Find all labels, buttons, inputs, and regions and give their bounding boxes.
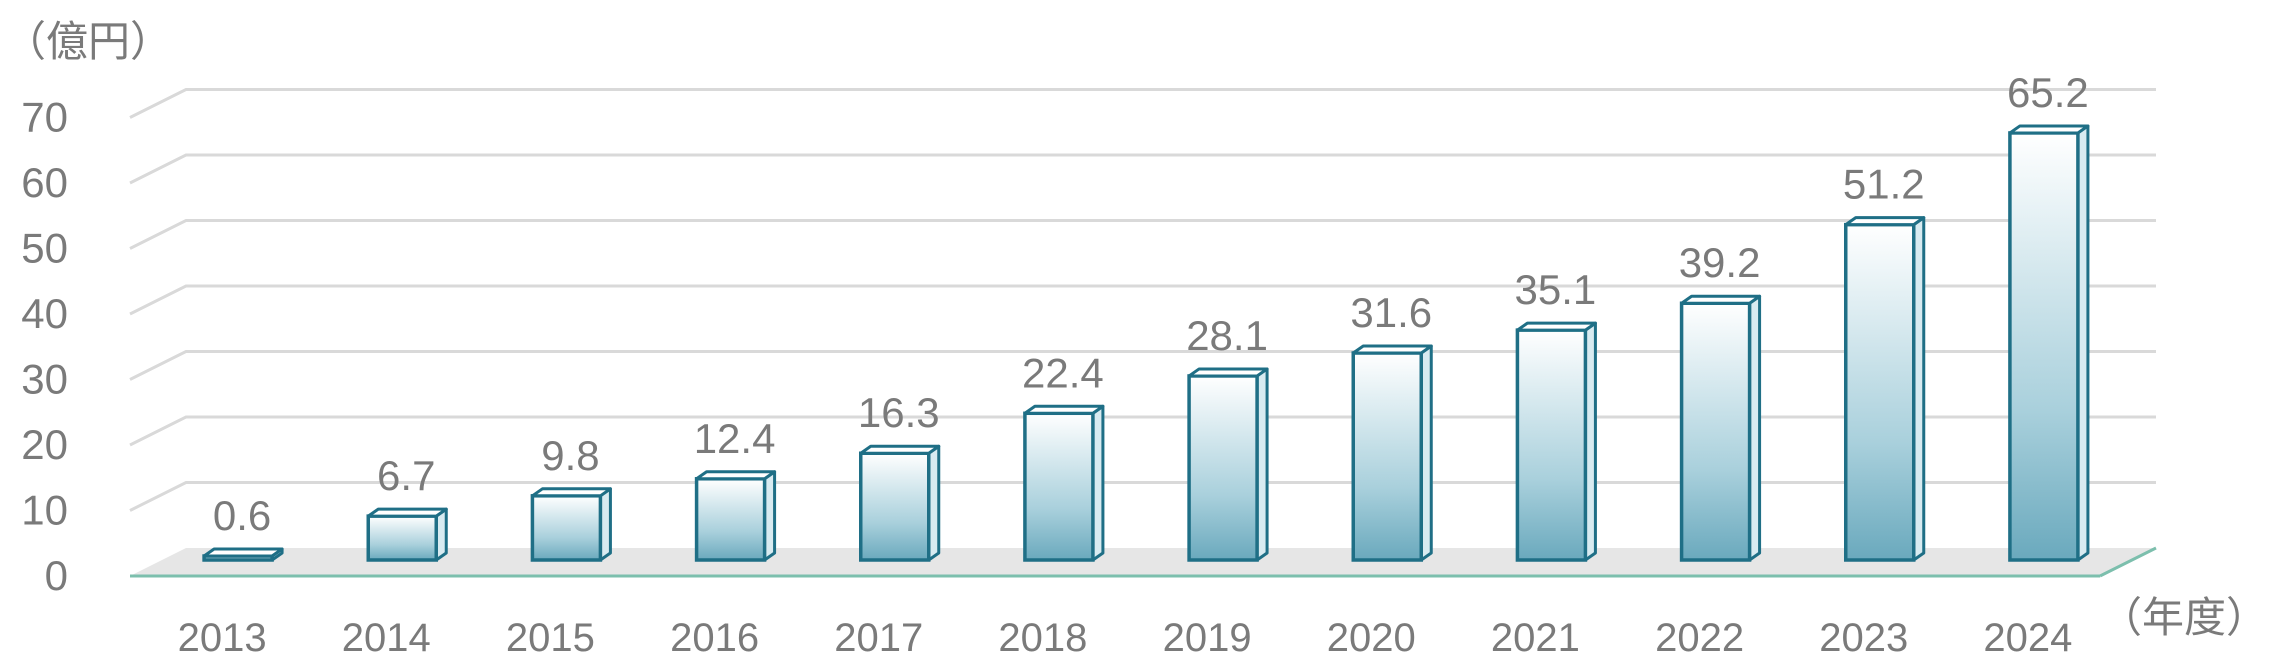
gridline xyxy=(129,350,2156,381)
data-label: 6.7 xyxy=(377,452,435,499)
bar-front-face xyxy=(694,477,767,562)
gridline xyxy=(129,284,2156,316)
x-tick-label: 2015 xyxy=(506,616,595,660)
x-tick-label: 2018 xyxy=(998,616,1087,660)
bar-top-face xyxy=(695,470,777,481)
gridlines xyxy=(129,88,2156,512)
data-label: 22.4 xyxy=(1022,349,1104,396)
bar xyxy=(1844,216,1926,562)
x-tick-label: 2021 xyxy=(1491,616,1580,660)
bar xyxy=(202,547,284,562)
bars xyxy=(202,124,2090,562)
floor-plane xyxy=(130,548,2156,576)
x-axis-unit-label: （年度） xyxy=(2100,593,2269,642)
bar xyxy=(1023,404,1105,562)
y-tick-label: 60 xyxy=(21,159,68,206)
y-axis-unit-label: （億円） xyxy=(4,17,173,66)
data-label: 51.2 xyxy=(1843,161,1925,208)
bar-top-face xyxy=(1515,321,1597,332)
data-label: 0.6 xyxy=(213,492,271,539)
chart-floor xyxy=(130,546,2157,578)
bar-top-face xyxy=(1680,294,1762,305)
bar xyxy=(1351,344,1433,562)
bar-front-face xyxy=(1679,301,1752,562)
bar-front-face xyxy=(1187,374,1259,562)
x-tick-label: 2019 xyxy=(1163,616,1252,660)
bar xyxy=(1515,321,1597,562)
bar-top-face xyxy=(2008,124,2090,135)
data-label: 31.6 xyxy=(1350,289,1432,336)
x-tick-label: 2020 xyxy=(1327,616,1416,660)
x-axis-ticks: 2013 2014 2015 2016 2017 2018 2019 2020 2021 2022… xyxy=(178,616,2073,660)
bar xyxy=(1187,367,1269,562)
bar-top-face xyxy=(202,547,284,558)
data-labels: 0.6 6.7 9.8 12.4 16.3 22.4 28.1 31.6 35.1 39.2 51.… xyxy=(213,69,2089,539)
bar-front-face xyxy=(859,451,931,562)
y-tick-label: 10 xyxy=(21,487,68,534)
data-label: 16.3 xyxy=(858,389,940,436)
data-label: 39.2 xyxy=(1679,239,1761,286)
data-label: 12.4 xyxy=(694,415,776,462)
gridline xyxy=(129,153,2156,185)
bar-front-face xyxy=(366,514,438,562)
floor-right-edge xyxy=(2099,546,2157,578)
bar-top-face xyxy=(1351,344,1433,355)
bar-front-face xyxy=(2008,131,2080,562)
data-label: 65.2 xyxy=(2007,69,2089,116)
y-axis-ticks: 0 10 20 30 40 50 60 70 xyxy=(21,94,68,600)
x-tick-label: 2013 xyxy=(178,616,267,660)
data-label: 9.8 xyxy=(541,432,599,479)
x-tick-label: 2016 xyxy=(670,616,759,660)
bar-top-face xyxy=(859,444,941,455)
bar-front-face xyxy=(1844,222,1916,562)
bar xyxy=(2008,124,2090,562)
gridline xyxy=(129,88,2156,119)
bar-front-face xyxy=(1023,411,1095,562)
bar-top-face xyxy=(1187,367,1269,378)
bar-front-face xyxy=(1515,328,1588,562)
bar xyxy=(694,470,777,562)
bar-top-face xyxy=(1023,404,1105,415)
bar-front-face xyxy=(1351,351,1423,562)
x-tick-label: 2024 xyxy=(1983,616,2072,660)
gridline xyxy=(129,219,2156,250)
x-tick-label: 2023 xyxy=(1819,616,1908,660)
y-tick-label: 70 xyxy=(21,94,68,141)
y-tick-label: 20 xyxy=(21,421,68,468)
bar-top-face xyxy=(366,507,448,518)
bar xyxy=(859,444,941,562)
bar xyxy=(1679,294,1762,562)
gridline xyxy=(129,415,2156,447)
gridline xyxy=(129,481,2156,512)
y-tick-label: 40 xyxy=(21,290,68,337)
bar xyxy=(530,487,612,562)
data-label: 35.1 xyxy=(1515,266,1597,313)
bar-top-face xyxy=(530,487,612,498)
bar-front-face xyxy=(530,494,603,562)
x-tick-label: 2014 xyxy=(342,616,431,660)
x-tick-label: 2022 xyxy=(1655,616,1744,660)
y-tick-label: 50 xyxy=(21,225,68,272)
data-label: 28.1 xyxy=(1186,312,1268,359)
bar xyxy=(366,507,448,562)
y-tick-label: 0 xyxy=(45,552,68,599)
bar-top-face xyxy=(1844,216,1926,227)
x-tick-label: 2017 xyxy=(834,616,923,660)
y-tick-label: 30 xyxy=(21,356,68,403)
